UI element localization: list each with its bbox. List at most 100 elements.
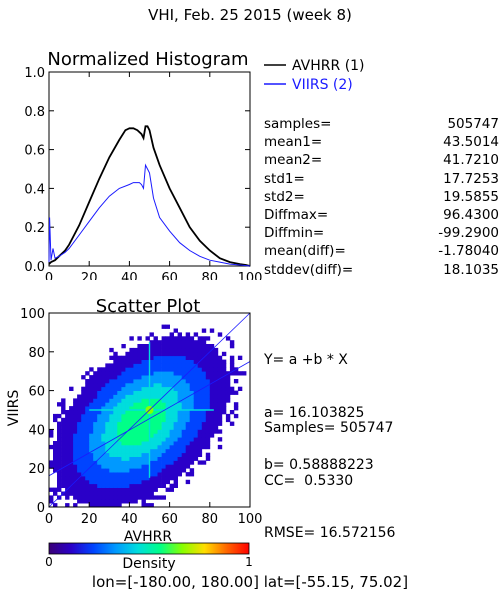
density-cell	[49, 487, 54, 492]
density-cell	[201, 363, 207, 368]
scatter-samples: Samples= 505747	[264, 420, 394, 436]
density-cell	[169, 441, 174, 446]
density-cell	[205, 402, 211, 407]
density-cell	[173, 351, 178, 357]
density-cell	[209, 367, 215, 372]
density-cell	[153, 375, 158, 380]
density-cell	[93, 483, 98, 488]
density-cell	[197, 382, 203, 388]
density-cell	[181, 390, 187, 395]
density-cell	[117, 483, 122, 488]
stat-value: 505747	[447, 116, 499, 132]
density-cell	[97, 386, 102, 391]
y-tick-label: 1.0	[24, 66, 45, 81]
density-cell	[125, 359, 130, 364]
density-cell	[89, 452, 94, 457]
density-cell	[213, 371, 219, 376]
density-cell	[145, 444, 150, 450]
density-cell	[93, 402, 98, 407]
density-cell	[117, 495, 122, 500]
density-cell	[185, 402, 191, 407]
density-cell	[189, 371, 195, 376]
density-cell	[105, 483, 110, 488]
density-cell	[189, 340, 195, 345]
density-cell	[189, 425, 195, 430]
density-cell	[113, 402, 118, 407]
density-cell	[205, 390, 211, 395]
density-cell	[209, 413, 215, 419]
density-cell	[173, 344, 178, 349]
density-cell	[137, 390, 142, 395]
density-cell	[89, 413, 94, 419]
x-tick-label: 60	[161, 512, 178, 527]
x-tick-label: 20	[81, 512, 98, 527]
density-cell	[125, 441, 130, 446]
density-cell	[149, 332, 154, 337]
density-cell	[113, 429, 118, 434]
density-cell	[165, 386, 170, 391]
density-cell	[105, 479, 110, 485]
density-cell	[53, 503, 58, 508]
density-cell	[121, 359, 126, 364]
density-cell	[121, 406, 126, 411]
density-cell	[141, 425, 146, 430]
density-cell	[149, 351, 154, 357]
density-cell	[169, 448, 174, 454]
density-cell	[165, 460, 170, 465]
density-cell	[149, 476, 154, 481]
density-cell	[101, 402, 106, 407]
density-cell	[109, 448, 114, 454]
density-cell	[85, 402, 90, 407]
density-cell	[57, 421, 62, 426]
density-cell	[61, 452, 66, 457]
histogram-stats: samples= 505747 mean1= 43.5014 mean2= 41.7210…	[264, 115, 499, 279]
density-cell	[121, 499, 126, 504]
density-cell	[133, 355, 138, 360]
density-cell	[77, 468, 82, 473]
density-cell	[189, 363, 195, 368]
density-cell	[193, 398, 199, 403]
density-cell	[209, 402, 215, 407]
density-cell	[125, 495, 130, 500]
density-cell	[157, 421, 162, 426]
density-cell	[169, 437, 174, 442]
density-cell	[121, 495, 126, 500]
density-cell	[129, 448, 134, 454]
density-cell	[161, 448, 166, 454]
density-cell	[189, 402, 195, 407]
density-cell	[69, 456, 74, 461]
density-cell	[81, 468, 86, 473]
density-cell	[109, 491, 114, 496]
density-cell	[141, 441, 146, 446]
stat-label: Diffmax=	[264, 207, 329, 224]
density-cell	[85, 390, 90, 395]
density-cell	[101, 468, 106, 473]
density-cell	[217, 363, 223, 368]
density-cell	[113, 406, 118, 411]
density-cell	[173, 375, 178, 380]
density-cell	[69, 460, 74, 465]
density-cell	[125, 382, 130, 388]
density-cell	[117, 379, 122, 384]
density-cell	[117, 398, 122, 403]
density-cell	[165, 479, 170, 485]
density-cell	[113, 367, 118, 372]
density-cell	[185, 375, 191, 380]
density-cell	[117, 355, 122, 360]
density-cell	[169, 398, 174, 403]
density-cell	[173, 402, 178, 407]
density-cell	[161, 344, 166, 349]
density-cell	[141, 344, 146, 349]
density-cell	[165, 336, 170, 341]
density-cell	[113, 479, 118, 485]
density-cell	[53, 448, 58, 454]
density-cell	[185, 437, 191, 442]
density-cell	[153, 386, 158, 391]
density-cell	[61, 460, 66, 465]
density-cell	[69, 417, 74, 423]
density-cell	[81, 448, 86, 454]
density-cell	[145, 394, 150, 399]
density-cell	[61, 425, 66, 430]
density-cell	[61, 421, 66, 426]
density-cell	[85, 398, 90, 403]
